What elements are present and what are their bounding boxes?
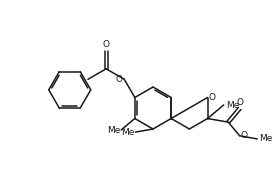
Text: Me: Me (226, 101, 239, 109)
Text: O: O (103, 40, 110, 49)
Text: Me: Me (107, 126, 120, 135)
Text: O: O (209, 93, 216, 102)
Text: O: O (236, 98, 243, 108)
Text: Me: Me (121, 128, 134, 137)
Text: O: O (241, 131, 248, 140)
Text: Me: Me (259, 134, 273, 143)
Text: O: O (115, 75, 122, 84)
